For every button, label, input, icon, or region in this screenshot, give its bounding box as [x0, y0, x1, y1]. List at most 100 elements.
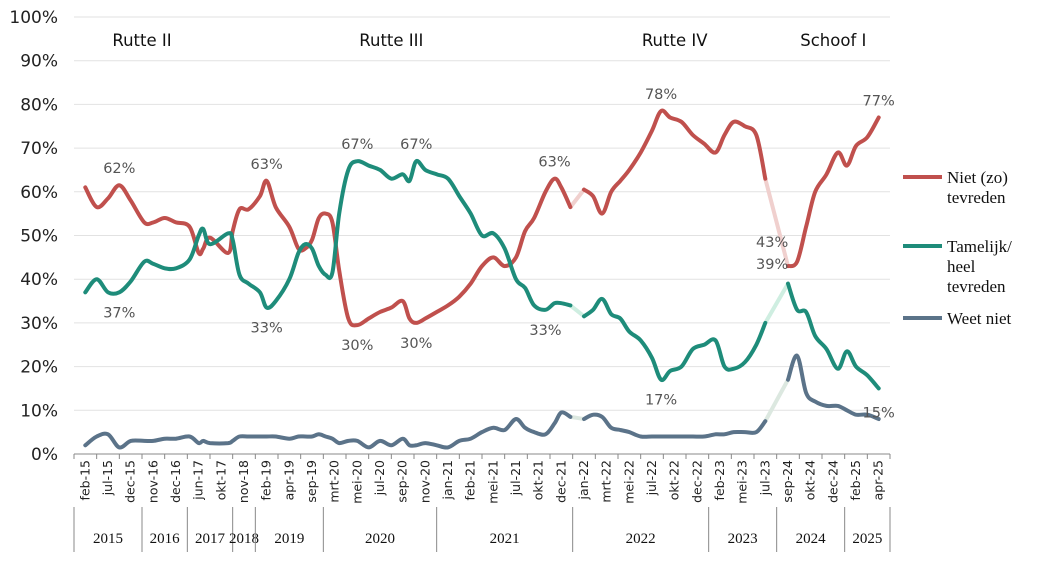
x-tick-label: mrt-22 — [599, 460, 614, 503]
data-label: 33% — [251, 321, 283, 337]
series-line-niet — [582, 108, 768, 216]
data-label: 63% — [538, 155, 570, 171]
legend-label: Weet niet — [947, 309, 1012, 328]
series-line-tamelijk-gap — [568, 303, 586, 319]
gridlines — [74, 16, 890, 411]
x-tick-label: mei-23 — [735, 460, 750, 504]
data-label: 43% — [756, 235, 788, 251]
data-label: 67% — [400, 137, 432, 153]
series-line-weet — [582, 412, 768, 439]
series-line-weet — [83, 410, 573, 450]
year-label: 2015 — [93, 531, 123, 547]
x-tick-label: feb-25 — [848, 460, 863, 500]
series-line-niet — [83, 176, 573, 328]
y-tick-label: 30% — [20, 314, 58, 334]
data-label: 78% — [645, 87, 677, 103]
y-tick-label: 50% — [20, 227, 58, 247]
x-tick-label: okt-24 — [803, 460, 818, 500]
data-label: 30% — [341, 338, 373, 354]
x-tick-label: feb-15 — [77, 460, 92, 500]
x-tick-label: nov-20 — [417, 460, 432, 503]
legend-label: Tamelijk/ — [947, 237, 1012, 256]
x-tick-label: okt-21 — [531, 460, 546, 500]
series-line-niet — [786, 115, 881, 269]
x-tick-label: jul-20 — [372, 460, 387, 496]
x-tick-label: feb-19 — [259, 460, 274, 500]
legend-label: tevreden — [947, 277, 1006, 296]
year-label: 2022 — [626, 531, 656, 547]
y-tick-label: 90% — [20, 52, 58, 72]
x-tick-label: mei-20 — [349, 460, 364, 504]
x-tick-label: dec-24 — [825, 460, 840, 503]
data-label: 30% — [400, 336, 432, 352]
year-label: 2024 — [796, 531, 827, 547]
data-label: 63% — [251, 157, 283, 173]
data-label: 77% — [863, 94, 895, 110]
series-line-tamelijk-gap — [763, 281, 790, 325]
series-line-weet-gap — [568, 414, 586, 421]
x-tick-label: jul-23 — [757, 460, 772, 496]
x-tick-label: dec-22 — [689, 460, 704, 503]
x-tick-label: jul-15 — [100, 460, 115, 496]
y-tick-label: 60% — [20, 183, 58, 203]
x-tick-label: nov-18 — [236, 460, 251, 503]
data-labels: 62% 37% 63% 33% 67% 30% 67% 30% 63% 33% 78% 17% 43% 3… — [103, 87, 895, 422]
x-tick-label: feb-23 — [712, 460, 727, 500]
x-tick-label: jan-21 — [440, 460, 455, 500]
x-tick-label: nov-16 — [145, 460, 160, 503]
data-label: 15% — [863, 405, 895, 421]
year-label: 2023 — [728, 531, 758, 547]
series-line-tamelijk — [786, 281, 881, 391]
y-axis: 0% 10% 20% 30% 40% 50% 60% 70% 80% 90% 100% — [9, 8, 58, 465]
x-tick-label: apr-25 — [871, 460, 886, 500]
x-tick-label: sep-19 — [304, 460, 319, 503]
cabinet-label: Rutte III — [359, 31, 423, 50]
x-tick-label: jan-22 — [576, 460, 591, 500]
data-label: 17% — [645, 393, 677, 409]
y-tick-label: 70% — [20, 139, 58, 159]
series-lines — [83, 108, 881, 450]
x-tick-label: dec-15 — [123, 460, 138, 503]
x-axis: feb-15 jul-15 dec-15 nov-16 dec-16 jun-17 okt-… — [73, 453, 891, 552]
data-label: 33% — [529, 323, 561, 339]
data-label: 37% — [103, 305, 135, 321]
year-label: 2018 — [229, 531, 259, 547]
y-tick-label: 0% — [31, 445, 58, 465]
series-line-weet — [786, 353, 881, 421]
x-tick-label: jul-22 — [644, 460, 659, 496]
x-tick-label: mrt-20 — [327, 460, 342, 503]
y-tick-label: 20% — [20, 358, 58, 378]
legend-label: heel — [947, 257, 976, 276]
y-tick-label: 10% — [20, 401, 58, 421]
y-tick-label: 40% — [20, 270, 58, 290]
x-tick-label: dec-21 — [553, 460, 568, 503]
year-label: 2021 — [490, 531, 520, 547]
legend: Niet (zo)tevredenTamelijk/heeltevredenWe… — [903, 168, 1012, 328]
x-tick-label: okt-22 — [667, 460, 682, 500]
x-tick-label: feb-21 — [463, 460, 478, 500]
series-line-niet-gap — [763, 176, 790, 269]
series-line-tamelijk — [83, 158, 573, 312]
cabinet-label: Rutte II — [112, 31, 171, 50]
legend-label: Niet (zo) — [947, 168, 1008, 187]
x-tick-label: dec-16 — [168, 460, 183, 503]
x-tick-label: jul-21 — [508, 460, 523, 496]
x-tick-label: mei-22 — [621, 460, 636, 504]
y-tick-label: 100% — [9, 8, 58, 28]
legend-label: tevreden — [947, 188, 1006, 207]
y-tick-label: 80% — [20, 95, 58, 115]
x-tick-label: sep-24 — [780, 460, 795, 503]
data-label: 62% — [103, 161, 135, 177]
cabinet-labels: Rutte II Rutte III Rutte IV Schoof I — [112, 31, 866, 50]
x-tick-label: okt-17 — [213, 460, 228, 500]
year-label: 2016 — [150, 531, 181, 547]
data-label: 39% — [756, 257, 788, 273]
year-label: 2017 — [195, 531, 226, 547]
series-line-tamelijk — [582, 296, 768, 383]
x-tick-label: sep-20 — [395, 460, 410, 503]
year-label: 2019 — [274, 531, 304, 547]
x-tick-label: mei-21 — [485, 460, 500, 504]
x-tick-label: apr-19 — [281, 460, 296, 500]
data-label: 67% — [341, 137, 373, 153]
